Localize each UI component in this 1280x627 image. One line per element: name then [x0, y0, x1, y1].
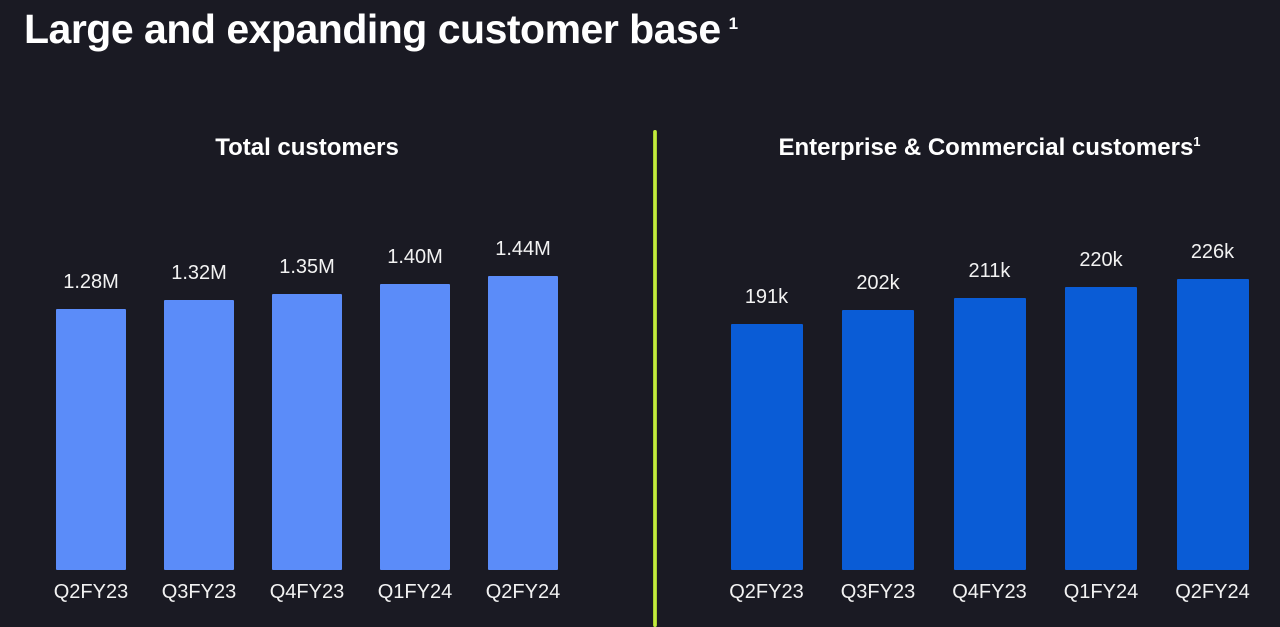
bar-group: 226k Q2FY24	[1157, 241, 1268, 604]
total-customers-panel: Total customers 1.28M Q2FY23 1.32M Q3FY23 1.…	[37, 134, 577, 604]
bar-value-label: 226k	[1190, 241, 1235, 263]
bar-group: 1.32M Q3FY23	[145, 262, 253, 604]
bar-value-label: 211k	[968, 260, 1011, 282]
bar-group: 191k Q2FY23	[711, 286, 822, 604]
bar-value-label: 1.40M	[387, 246, 443, 268]
bar-group: 202k Q3FY23	[823, 272, 934, 604]
bar-category-label: Q3FY23	[840, 581, 916, 603]
bar-value-label: 1.28M	[63, 271, 119, 293]
slide-title-footnote: 1	[728, 14, 738, 33]
total-customers-title-text: Total customers	[215, 134, 399, 161]
bar-group: 1.40M Q1FY24	[361, 246, 469, 604]
bar	[1065, 287, 1137, 570]
bar-group: 220k Q1FY24	[1046, 249, 1157, 604]
bar-group: 1.28M Q2FY23	[37, 271, 145, 604]
bar-category-label: Q2FY24	[485, 581, 561, 603]
bar-category-label: Q4FY23	[269, 581, 345, 603]
bar-value-label: 202k	[856, 272, 900, 294]
bar-group: 1.44M Q2FY24	[469, 238, 577, 604]
bar	[842, 310, 914, 570]
bar-category-label: Q4FY23	[952, 581, 1027, 603]
bar-category-label: Q3FY23	[161, 581, 237, 603]
bar-group: 1.35M Q4FY23	[253, 256, 361, 604]
bar	[56, 309, 126, 570]
bar	[380, 284, 450, 570]
slide-title: Large and expanding customer base 1	[24, 6, 738, 53]
bar-group: 211k Q4FY23	[934, 260, 1045, 604]
bar-value-label: 1.44M	[495, 238, 551, 260]
total-customers-chart: 1.28M Q2FY23 1.32M Q3FY23 1.35M Q4FY23 1.40M Q1…	[37, 238, 577, 604]
enterprise-commercial-title-text: Enterprise & Commercial customers	[778, 134, 1194, 161]
bar-category-label: Q2FY23	[729, 581, 804, 603]
bar-category-label: Q1FY24	[1063, 581, 1139, 603]
bar	[730, 324, 803, 570]
enterprise-commercial-chart: 191k Q2FY23 202k Q3FY23 211k Q4FY23 220k Q1FY24…	[711, 241, 1268, 604]
enterprise-commercial-panel: Enterprise & Commercial customers1 191k Q…	[711, 134, 1268, 604]
total-customers-title: Total customers	[37, 134, 577, 162]
bar-value-label: 1.35M	[279, 256, 335, 278]
slide-title-text: Large and expanding customer base	[24, 6, 721, 52]
bar-value-label: 191k	[744, 286, 789, 308]
bar-category-label: Q2FY24	[1175, 581, 1250, 603]
panel-divider-line	[653, 130, 657, 627]
bar-value-label: 1.32M	[171, 262, 227, 284]
bar-value-label: 220k	[1079, 249, 1123, 271]
bar-category-label: Q1FY24	[377, 581, 453, 603]
enterprise-commercial-title-footnote: 1	[1193, 134, 1201, 149]
bar	[953, 298, 1026, 570]
enterprise-commercial-title: Enterprise & Commercial customers1	[711, 134, 1268, 162]
bar	[488, 276, 558, 570]
bar	[164, 300, 234, 570]
bar-category-label: Q2FY23	[53, 581, 129, 603]
bar	[272, 294, 342, 570]
bar	[1176, 279, 1249, 570]
